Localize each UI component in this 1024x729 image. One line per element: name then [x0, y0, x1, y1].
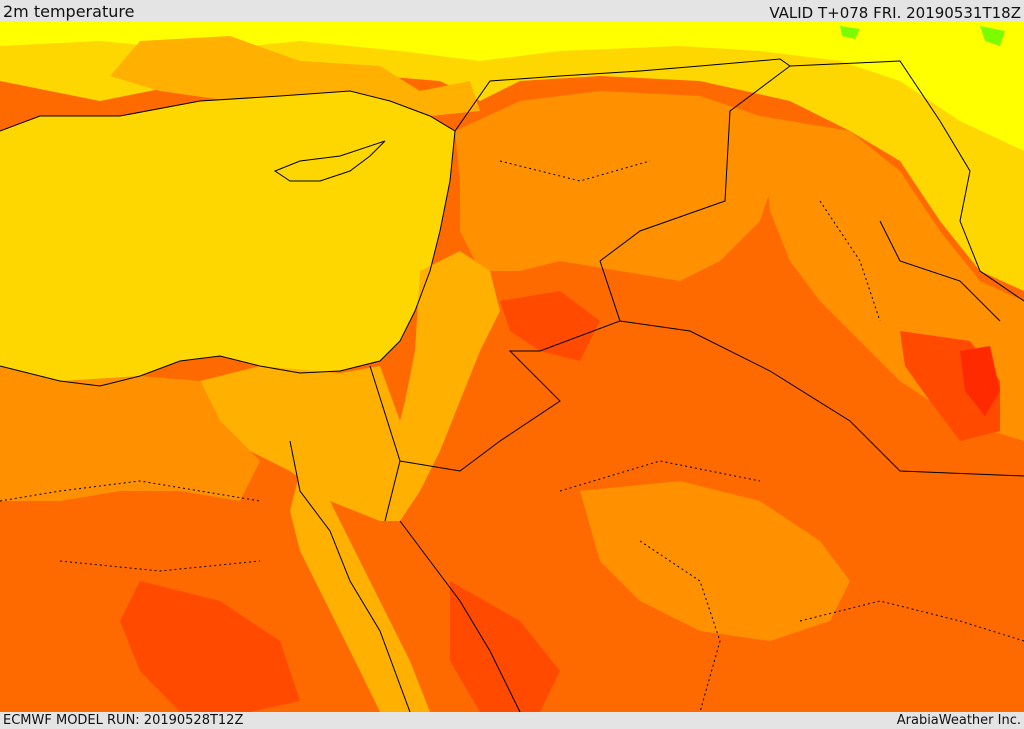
- turkey-bright-yellow: [0, 21, 1024, 151]
- hot-patch-gulf: [960, 346, 1000, 416]
- hot-patch-hejaz: [450, 581, 560, 712]
- saudi-orange-field: [580, 481, 850, 641]
- iraq-saudi-border: [619, 320, 1024, 477]
- turkey-orange-patches: [110, 36, 480, 116]
- temperature-map[interactable]: [0, 21, 1024, 712]
- levant-orange-zone: [455, 91, 780, 281]
- north-yellow-zone: [0, 21, 1024, 291]
- hot-patch-egypt: [120, 581, 300, 712]
- credit: ArabiaWeather Inc.: [896, 713, 1021, 728]
- dotted-gulf: [799, 600, 1024, 642]
- sinai-pale: [200, 366, 400, 521]
- valid-time: VALID T+078 FRI. 20190531T18Z: [769, 4, 1021, 22]
- sinai-border: [369, 365, 401, 522]
- iran-iraq-south: [879, 220, 1001, 322]
- syria-iraq-border: [599, 65, 791, 262]
- map-svg: [0, 21, 1024, 712]
- iraq-iran-border: [789, 60, 1024, 302]
- coastal-pale-band: [380, 251, 500, 521]
- red-sea: [290, 471, 430, 712]
- dotted-syria: [499, 160, 651, 182]
- red-sea-east-coast: [399, 520, 521, 712]
- internal-boundaries: [0, 160, 1024, 712]
- model-run: ECMWF MODEL RUN: 20190528T12Z: [3, 713, 244, 728]
- dotted-egypt-2: [59, 560, 261, 572]
- dotted-egypt: [0, 480, 261, 502]
- cyprus-outline: [273, 140, 386, 182]
- eastern-turkey-green: [980, 26, 1005, 46]
- med-coastline: [0, 90, 456, 387]
- eastern-turkey-green2: [840, 26, 860, 39]
- borders: [0, 58, 1024, 712]
- hot-patch-jordan: [500, 291, 600, 361]
- mediterranean-sea: [0, 91, 455, 386]
- egypt-north-orange: [0, 366, 260, 501]
- jordan-border: [399, 260, 621, 472]
- map-title: 2m temperature: [3, 2, 135, 21]
- footer-bar: [0, 712, 1024, 729]
- red-sea-west-coast: [289, 440, 411, 712]
- turkey-syria-border: [454, 58, 791, 132]
- header-bar: [0, 0, 1024, 21]
- dotted-saudi-2: [639, 540, 721, 712]
